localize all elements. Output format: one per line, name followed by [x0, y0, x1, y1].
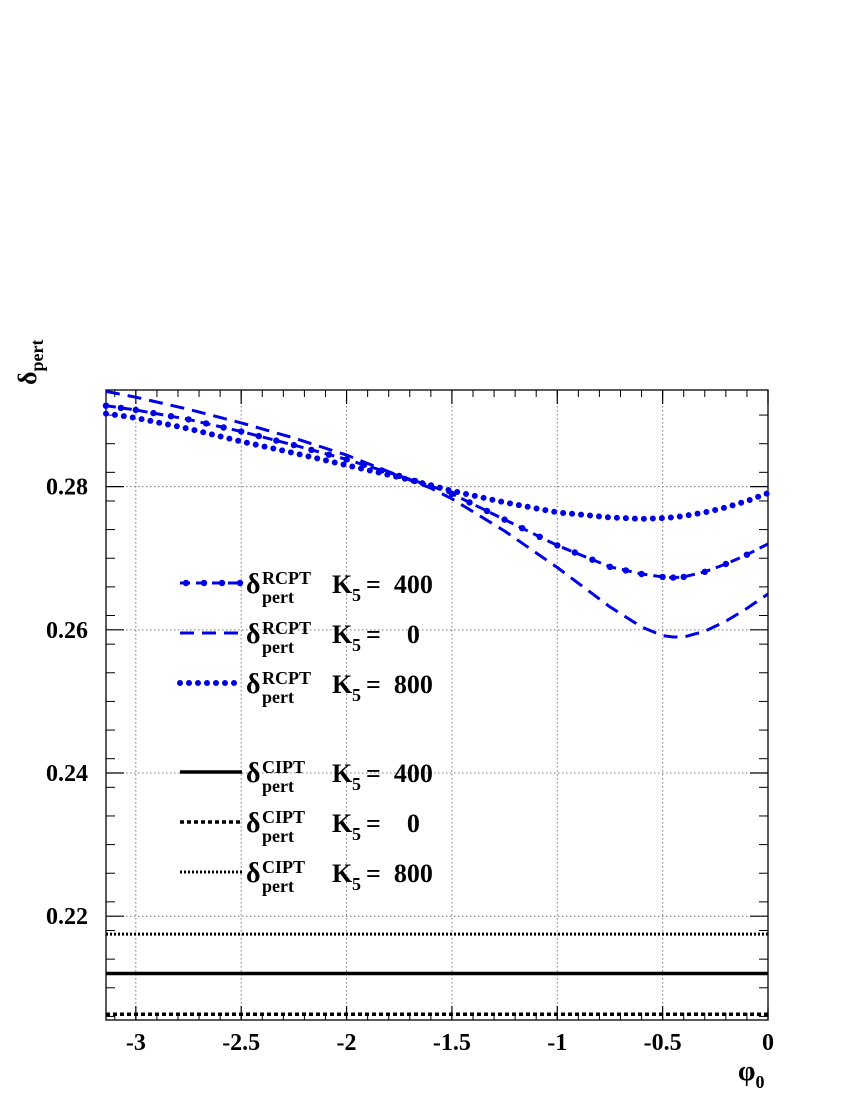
legend-k-rcpt_0: K: [332, 620, 353, 649]
series-marker-rcpt_400: [670, 574, 677, 581]
series-marker-rcpt_400: [238, 428, 245, 435]
series-marker-rcpt_400: [255, 432, 262, 440]
legend-sub-rcpt_400: pert: [262, 587, 294, 607]
legend-k-cipt_0: K: [332, 809, 353, 838]
series-marker-rcpt_400: [536, 533, 543, 540]
series-marker-rcpt_400: [483, 507, 491, 515]
legend-sup-cipt_800: CIPT: [262, 857, 305, 877]
series-marker-rcpt_400: [220, 424, 227, 431]
legend-sup-cipt_400: CIPT: [262, 757, 305, 777]
axis-ticks: [106, 390, 769, 1020]
x-tick-label: 0: [762, 1030, 774, 1056]
series-line-rcpt_800: [103, 410, 771, 522]
x-tick-label: -0.5: [644, 1030, 682, 1056]
series-marker-rcpt_400: [606, 563, 614, 570]
x-axis-title: φ0: [738, 1056, 764, 1092]
legend-sup-rcpt_400: RCPT: [262, 568, 311, 588]
legend-marker-rcpt_400: [236, 579, 244, 587]
series-line-rcpt_0: [105, 389, 769, 639]
plot-frame: [105, 389, 769, 1021]
legend-sub-cipt_800: pert: [262, 876, 294, 896]
legend-k-sub-cipt_0: 5: [352, 824, 361, 844]
legend-k-sub-cipt_800: 5: [352, 874, 361, 894]
legend-label-rcpt_0: δ: [246, 619, 261, 650]
legend-k-rcpt_400: K: [332, 570, 353, 599]
legend-k-sub-rcpt_800: 5: [352, 685, 361, 705]
x-tick-label: -1: [547, 1030, 567, 1056]
series-marker-rcpt_400: [343, 456, 350, 463]
legend-k-cipt_800: K: [332, 859, 353, 888]
legend-marker-rcpt_400: [200, 579, 208, 587]
series-marker-rcpt_400: [102, 402, 110, 409]
grid: [106, 390, 768, 1020]
series-marker-rcpt_400: [722, 560, 730, 568]
legend-k-sub-rcpt_400: 5: [352, 585, 361, 605]
series-line-rcpt_400: [105, 404, 769, 580]
series-marker-rcpt_400: [638, 570, 645, 578]
series-marker-rcpt_400: [273, 437, 280, 444]
series-marker-rcpt_400: [622, 567, 629, 574]
legend-sup-rcpt_0: RCPT: [262, 618, 311, 638]
y-axis-title: δpert: [13, 340, 47, 385]
series-marker-rcpt_400: [501, 516, 508, 523]
series-marker-rcpt_400: [519, 525, 526, 532]
legend-k-value-rcpt_800: = 800: [366, 670, 433, 699]
x-tick-label: -2: [337, 1030, 357, 1056]
y-tick-label: 0.26: [46, 618, 88, 644]
series-marker-rcpt_400: [202, 420, 210, 427]
legend-marker-rcpt_400: [218, 579, 226, 587]
series-marker-rcpt_400: [743, 551, 751, 558]
series-marker-rcpt_400: [701, 568, 708, 575]
y-tick-label: 0.22: [46, 904, 88, 930]
legend-sub-cipt_400: pert: [262, 776, 294, 796]
series-marker-rcpt_400: [185, 416, 192, 423]
legend-k-value-rcpt_400: = 400: [366, 570, 433, 599]
series-marker-rcpt_400: [325, 451, 333, 458]
legend-k-sub-rcpt_0: 5: [352, 635, 361, 655]
legend-sub-cipt_0: pert: [262, 826, 294, 846]
series-marker-rcpt_400: [132, 406, 139, 414]
legend-sub-rcpt_800: pert: [262, 687, 294, 707]
y-tick-label: 0.28: [46, 475, 88, 501]
legend-sup-rcpt_800: RCPT: [262, 668, 311, 688]
series-marker-rcpt_400: [150, 409, 157, 417]
series-marker-rcpt_400: [167, 413, 175, 420]
legend-label-rcpt_400: δ: [246, 569, 261, 600]
legend-k-value-cipt_400: = 400: [366, 759, 433, 788]
series-marker-rcpt_400: [308, 446, 315, 454]
legend-k-sub-cipt_400: 5: [352, 774, 361, 794]
legend-k-rcpt_800: K: [332, 670, 353, 699]
series-marker-rcpt_400: [554, 542, 561, 549]
x-tick-label: -1.5: [433, 1030, 471, 1056]
legend-label-rcpt_800: δ: [246, 669, 261, 700]
x-tick-label: -3: [126, 1030, 146, 1056]
series-marker-rcpt_400: [466, 499, 473, 506]
series-marker-rcpt_400: [117, 404, 125, 412]
series-marker-rcpt_400: [290, 441, 298, 449]
series-group: [102, 389, 771, 1017]
series-marker-rcpt_400: [659, 573, 666, 581]
x-tick-label: -2.5: [222, 1030, 260, 1056]
legend-label-cipt_400: δ: [246, 758, 261, 789]
legend-k-value-rcpt_0: = 0: [366, 620, 420, 649]
legend-marker-rcpt_400: [182, 579, 190, 587]
series-marker-rcpt_400: [571, 549, 578, 556]
y-tick-label: 0.24: [46, 761, 88, 787]
tick-labels: -3 -2.5 -2 -1.5 -1 -0.5 0 0.22 0.24 0.26 0.28: [46, 475, 774, 1056]
legend-label-cipt_0: δ: [246, 808, 261, 839]
legend-k-value-cipt_0: = 0: [366, 809, 420, 838]
legend-sup-cipt_0: CIPT: [262, 807, 305, 827]
series-marker-rcpt_400: [680, 573, 687, 581]
legend-label-cipt_800: δ: [246, 858, 261, 889]
legend-k-value-cipt_800: = 800: [366, 859, 433, 888]
legend-sub-rcpt_0: pert: [262, 637, 294, 657]
series-marker-rcpt_400: [589, 556, 596, 563]
legend-k-cipt_400: K: [332, 759, 353, 788]
